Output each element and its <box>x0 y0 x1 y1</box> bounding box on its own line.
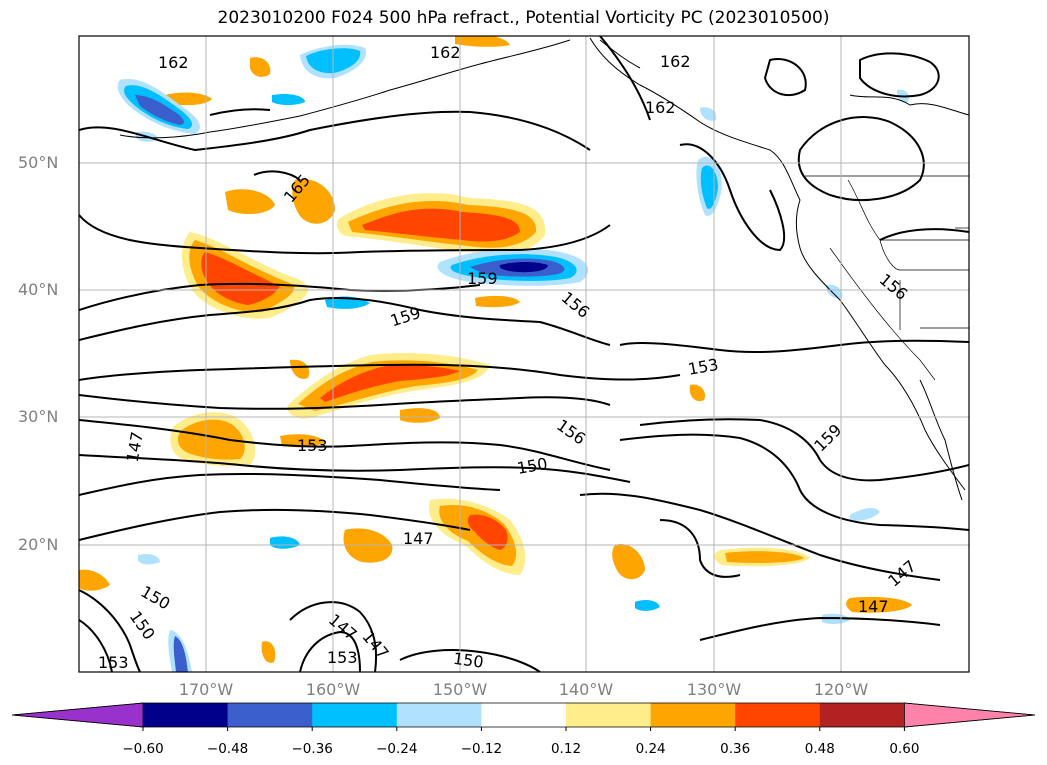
colorbar-tick-label: −0.36 <box>291 741 333 757</box>
pv-positive-area <box>343 528 393 563</box>
colorbar-tick-label: 0.24 <box>635 741 666 757</box>
pv-positive-area <box>250 57 271 77</box>
colorbar-tick-label: 0.36 <box>720 741 751 757</box>
colorbar-swatch <box>227 703 313 727</box>
pv-negative-area <box>700 107 717 121</box>
pv-negative-area <box>499 262 548 273</box>
pv-positive-area <box>689 384 706 402</box>
pv-positive-area <box>261 641 276 663</box>
pv-positive-area <box>612 544 645 580</box>
contour-label: 153 <box>327 648 358 667</box>
lon-label-130w: 130°W <box>686 680 742 699</box>
colorbar-swatch <box>735 703 821 727</box>
pv-negative-area <box>135 95 184 125</box>
pv-negative-area <box>272 93 305 105</box>
colorbar-extend-low <box>11 702 144 728</box>
pv-negative-area <box>138 553 160 565</box>
pv-shading <box>79 36 912 672</box>
lat-label-40n: 40°N <box>18 280 59 299</box>
lon-label-120w: 120°W <box>813 680 869 699</box>
pv-positive-area <box>475 295 520 308</box>
lon-label-150w: 150°W <box>432 680 488 699</box>
map-frame-content: 162 162 162 162 165 159 159 156 156 153 … <box>79 36 969 672</box>
contour-label: 150 <box>452 649 485 672</box>
colorbar-tick-label: −0.12 <box>460 741 503 757</box>
colorbar-swatch <box>819 703 905 727</box>
pv-positive-area <box>362 208 520 242</box>
pv-positive-area <box>201 252 280 305</box>
pv-positive-area <box>467 514 508 550</box>
colorbar-swatch <box>396 703 482 727</box>
contour-label: 162 <box>430 43 461 62</box>
lat-label-20n: 20°N <box>18 535 59 554</box>
pv-positive-area <box>455 36 510 47</box>
colorbar-swatch <box>312 703 398 727</box>
pv-negative-area <box>270 536 300 549</box>
refractivity-contours <box>79 36 969 672</box>
pv-positive-area <box>79 569 110 591</box>
pv-positive-area <box>292 179 335 224</box>
pv-positive-area <box>225 189 275 215</box>
pv-negative-area <box>635 599 660 611</box>
colorbar-tick-label: −0.48 <box>206 741 249 757</box>
colorbar-swatch <box>566 703 652 727</box>
pv-positive-area <box>320 365 460 402</box>
contour-label: 153 <box>98 653 129 672</box>
lat-label-30n: 30°N <box>18 407 59 426</box>
lon-label-140w: 140°W <box>558 680 614 699</box>
colorbar-tick-label: −0.24 <box>376 741 418 757</box>
colorbar-tick-label: 0.48 <box>804 741 835 757</box>
pv-positive-area <box>165 92 212 106</box>
colorbar-tick-label: −0.60 <box>122 741 164 757</box>
colorbar-tick-label: 0.60 <box>889 741 920 757</box>
borders <box>805 175 969 381</box>
colorbar <box>11 702 1036 731</box>
pv-positive-area <box>846 596 912 613</box>
colorbar-swatch <box>143 703 229 727</box>
pv-positive-area <box>280 434 325 448</box>
lon-label-170w: 170°W <box>178 680 234 699</box>
contour-label: 162 <box>645 98 676 117</box>
contour-label: 159 <box>467 269 498 288</box>
contour-label: 162 <box>660 52 691 71</box>
contour-label: 153 <box>297 436 328 455</box>
contour-label: 147 <box>858 597 889 616</box>
colorbar-tick-label: 0.12 <box>550 741 582 757</box>
pv-positive-area <box>400 408 440 423</box>
lat-label-50n: 50°N <box>18 153 59 172</box>
lon-label-160w: 160°W <box>305 680 361 699</box>
coastline <box>119 37 969 501</box>
colorbar-swatch <box>650 703 736 727</box>
contour-label: 147 <box>403 529 434 548</box>
colorbar-swatch <box>481 703 567 727</box>
pv-negative-area <box>173 636 188 672</box>
pv-positive-area <box>177 419 245 460</box>
pv-positive-area <box>439 504 517 566</box>
pv-negative-area <box>850 508 880 521</box>
map-frame <box>78 35 970 673</box>
graticule <box>79 36 969 672</box>
pv-positive-area <box>290 359 310 379</box>
map-title: 2023010200 F024 500 hPa refract., Potent… <box>217 8 830 28</box>
contour-label: 162 <box>158 53 189 72</box>
colorbar-extend-high <box>904 702 1036 728</box>
pv-negative-area <box>826 284 843 299</box>
pv-positive-area <box>725 551 804 563</box>
